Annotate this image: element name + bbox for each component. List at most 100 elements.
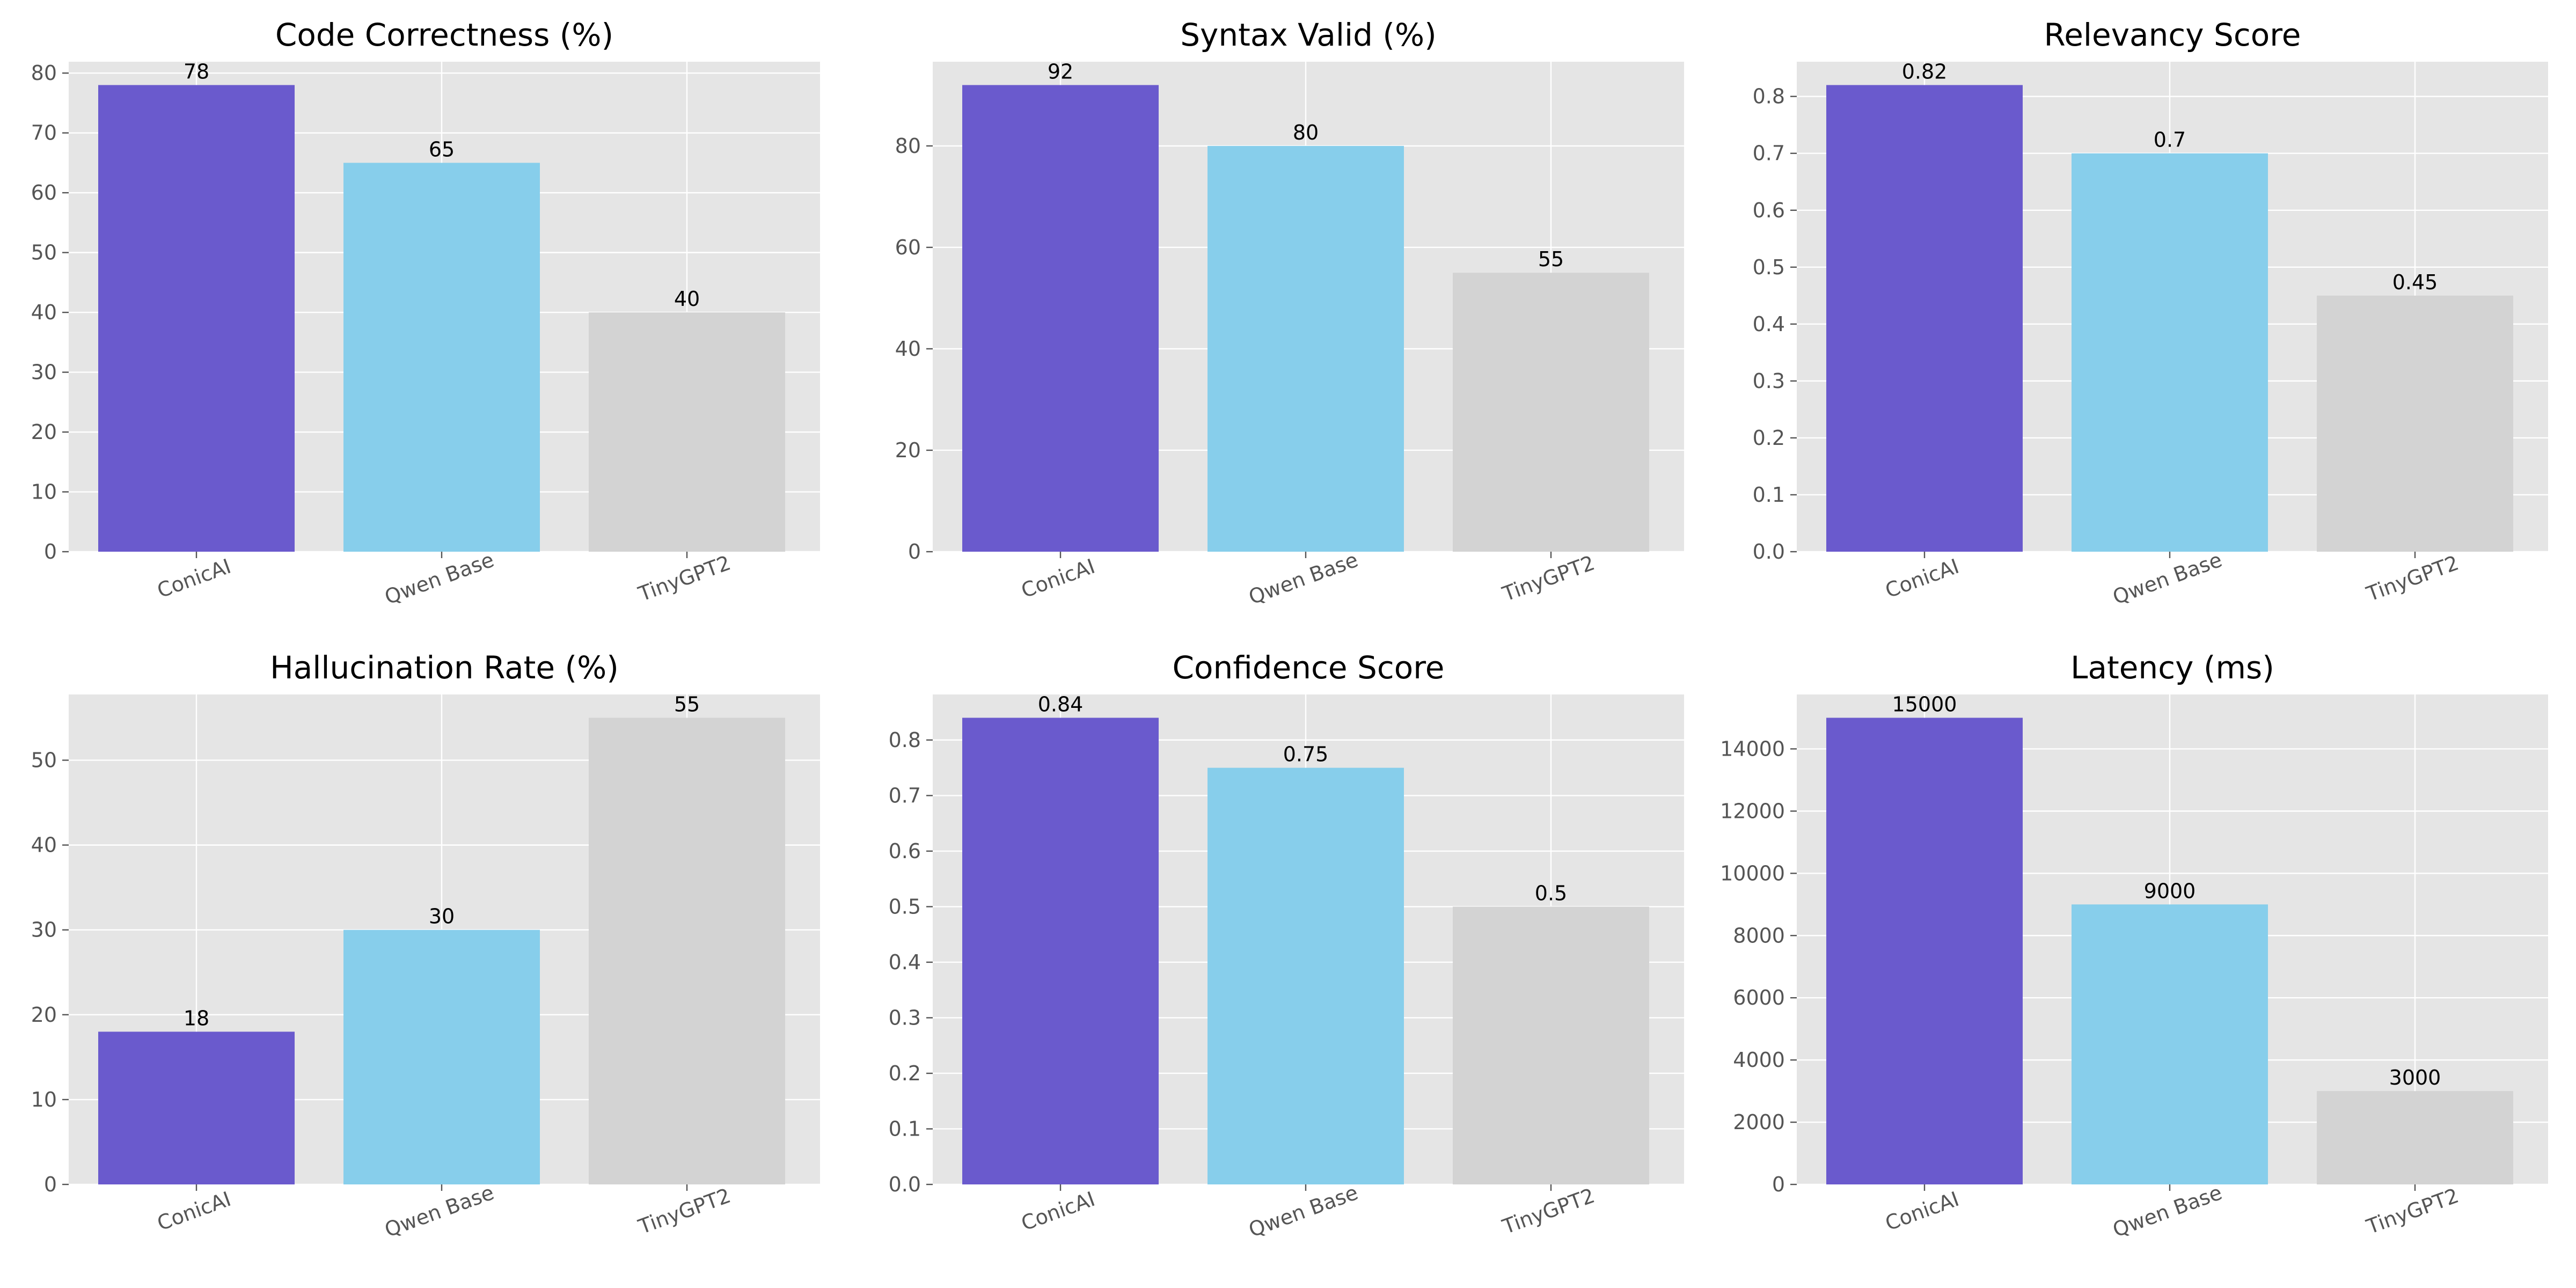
y-tick-label: 0.3 bbox=[889, 1006, 921, 1029]
y-tick-label: 0.2 bbox=[889, 1062, 921, 1085]
bar-value-label: 3000 bbox=[2389, 1066, 2441, 1089]
chart-panel-6: 0 2000 4000 6000 8000 10000 12000 14000 15000 900… bbox=[1720, 649, 2548, 1242]
bar-value-label: 80 bbox=[1293, 121, 1319, 144]
x-tick-label: ConicAI bbox=[1882, 554, 1962, 603]
y-tick-label: 0.8 bbox=[1753, 85, 1785, 108]
x-tick-label: ConicAI bbox=[154, 1187, 234, 1235]
y-tick-label: 0.0 bbox=[889, 1173, 921, 1196]
y-tick-label: 20 bbox=[31, 420, 57, 444]
bar-value-label: 0.84 bbox=[1038, 692, 1084, 716]
bar-value-label: 55 bbox=[674, 692, 700, 716]
bar-value-label: 0.75 bbox=[1283, 743, 1329, 766]
x-tick-label: Qwen Base bbox=[1246, 548, 1361, 609]
bar-tinygpt2 bbox=[2317, 1091, 2513, 1184]
y-tick-label: 8000 bbox=[1733, 924, 1785, 947]
x-tick-label: ConicAI bbox=[1882, 1187, 1962, 1235]
y-tick-label: 6000 bbox=[1733, 986, 1785, 1009]
bar-conicai bbox=[98, 1031, 295, 1184]
bar-qwen-base bbox=[343, 163, 540, 552]
y-tick-label: 0.8 bbox=[889, 728, 921, 752]
x-tick-label: TinyGPT2 bbox=[2363, 551, 2462, 606]
y-tick-label: 30 bbox=[31, 361, 57, 384]
y-tick-label: 0 bbox=[44, 540, 57, 564]
chart-panel-3: 0.0 0.1 0.2 0.3 0.4 0.5 0.6 0.7 0.8 0.82 0.7 0.45 Co… bbox=[1753, 17, 2548, 609]
x-tick-label: TinyGPT2 bbox=[635, 551, 734, 606]
chart-title: Latency (ms) bbox=[2070, 649, 2274, 686]
bar-tinygpt2 bbox=[589, 312, 785, 552]
bar-conicai bbox=[1826, 85, 2023, 552]
y-tick-label: 0.4 bbox=[1753, 312, 1785, 336]
x-tick-label: Qwen Base bbox=[382, 548, 497, 609]
y-tick-label: 2000 bbox=[1733, 1110, 1785, 1134]
y-tick-label: 80 bbox=[31, 61, 57, 85]
bar-value-label: 65 bbox=[429, 137, 455, 161]
bar-conicai bbox=[962, 718, 1159, 1184]
y-tick-label: 0.0 bbox=[1753, 540, 1785, 564]
chart-title: Hallucination Rate (%) bbox=[270, 649, 619, 686]
bar-tinygpt2 bbox=[1453, 906, 1649, 1184]
y-tick-label: 80 bbox=[895, 134, 921, 158]
bar-tinygpt2 bbox=[589, 718, 785, 1184]
chart-panel-5: 0.0 0.1 0.2 0.3 0.4 0.5 0.6 0.7 0.8 0.84 0.75 0.5 Co… bbox=[889, 649, 1684, 1242]
y-tick-label: 0 bbox=[908, 540, 921, 564]
x-tick-label: Qwen Base bbox=[2110, 548, 2225, 609]
x-tick-label: Qwen Base bbox=[2110, 1181, 2225, 1242]
bar-conicai bbox=[962, 85, 1159, 552]
y-tick-label: 0.7 bbox=[1753, 142, 1785, 165]
y-tick-label: 0.4 bbox=[889, 950, 921, 974]
bar-value-label: 0.45 bbox=[2392, 270, 2438, 294]
bar-value-label: 55 bbox=[1538, 247, 1564, 271]
y-tick-label: 40 bbox=[31, 301, 57, 324]
chart-panel-2: 0 20 40 60 80 92 80 55 ConicAI Qwen Base TinyGPT2 S… bbox=[895, 17, 1684, 609]
bar-qwen-base bbox=[1208, 145, 1404, 552]
bar-qwen-base bbox=[343, 930, 540, 1184]
x-tick-label: ConicAI bbox=[154, 554, 234, 603]
y-tick-label: 40 bbox=[895, 337, 921, 361]
y-tick-label: 0.1 bbox=[889, 1117, 921, 1140]
y-tick-label: 0.6 bbox=[889, 839, 921, 863]
chart-panel-1: 0 10 20 30 40 50 60 70 80 78 65 40 ConicAI Qwen Base T… bbox=[31, 17, 820, 609]
x-tick-label: Qwen Base bbox=[382, 1181, 497, 1242]
bar-value-label: 15000 bbox=[1892, 692, 1957, 716]
chart-title: Code Correctness (%) bbox=[275, 17, 613, 53]
y-tick-label: 0 bbox=[1772, 1173, 1785, 1196]
bar-qwen-base bbox=[1208, 767, 1404, 1184]
bar-conicai bbox=[98, 85, 295, 552]
y-tick-label: 10 bbox=[31, 480, 57, 504]
y-tick-label: 20 bbox=[895, 438, 921, 462]
y-tick-label: 40 bbox=[31, 833, 57, 857]
y-tick-label: 30 bbox=[31, 918, 57, 942]
y-tick-label: 60 bbox=[31, 181, 57, 204]
x-tick-label: Qwen Base bbox=[1246, 1181, 1361, 1242]
x-tick-label: TinyGPT2 bbox=[635, 1184, 734, 1239]
bar-tinygpt2 bbox=[2317, 295, 2513, 552]
x-tick-label: TinyGPT2 bbox=[2363, 1184, 2462, 1239]
y-tick-label: 70 bbox=[31, 121, 57, 145]
y-tick-label: 20 bbox=[31, 1003, 57, 1027]
y-tick-label: 0 bbox=[44, 1173, 57, 1196]
y-tick-label: 4000 bbox=[1733, 1048, 1785, 1072]
bar-qwen-base bbox=[2072, 904, 2268, 1184]
y-tick-label: 50 bbox=[31, 749, 57, 772]
x-tick-label: TinyGPT2 bbox=[1499, 1184, 1598, 1239]
y-tick-label: 10000 bbox=[1720, 861, 1785, 885]
y-tick-label: 0.1 bbox=[1753, 483, 1785, 507]
bar-qwen-base bbox=[2072, 153, 2268, 552]
chart-title: Syntax Valid (%) bbox=[1180, 17, 1437, 53]
y-tick-label: 0.6 bbox=[1753, 199, 1785, 222]
bar-conicai bbox=[1826, 718, 2023, 1184]
y-tick-label: 10 bbox=[31, 1088, 57, 1111]
chart-panel-4: 0 10 20 30 40 50 18 30 55 ConicAI Qwen Base TinyGPT… bbox=[31, 649, 820, 1242]
bar-value-label: 9000 bbox=[2144, 879, 2196, 903]
y-tick-label: 0.7 bbox=[889, 784, 921, 807]
chart-title: Relevancy Score bbox=[2044, 17, 2301, 53]
y-tick-label: 0.5 bbox=[889, 895, 921, 918]
bar-value-label: 78 bbox=[184, 60, 209, 83]
y-tick-label: 0.3 bbox=[1753, 369, 1785, 393]
y-tick-label: 0.2 bbox=[1753, 426, 1785, 450]
y-tick-label: 60 bbox=[895, 236, 921, 259]
bar-value-label: 0.5 bbox=[1535, 881, 1567, 905]
y-tick-label: 50 bbox=[31, 241, 57, 265]
bar-value-label: 18 bbox=[184, 1006, 209, 1030]
